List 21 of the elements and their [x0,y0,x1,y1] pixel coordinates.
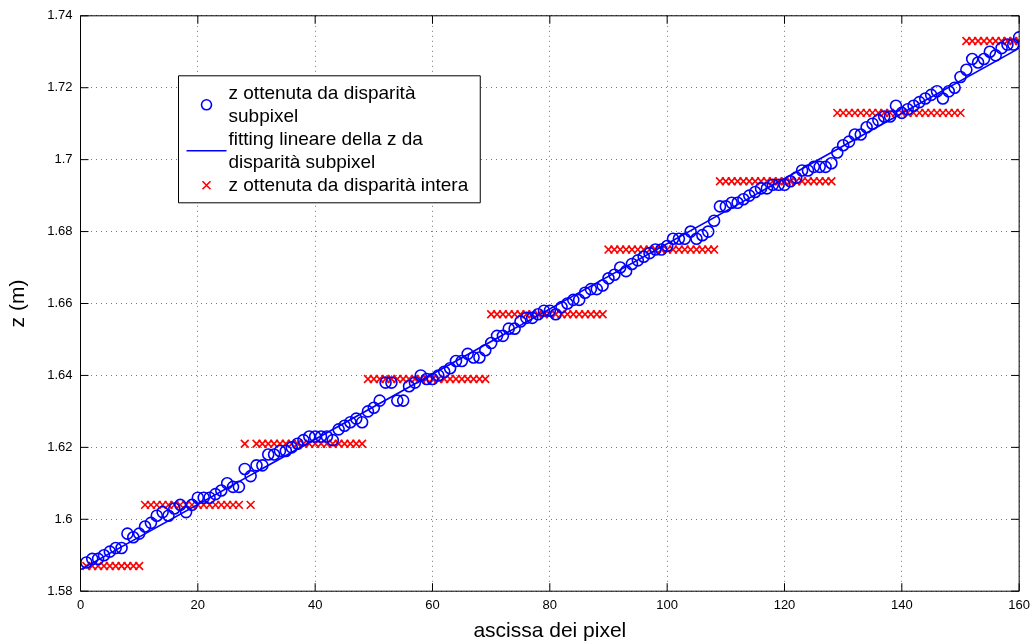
x-tick-label: 120 [773,596,796,612]
y-tick-label: 1.72 [47,79,73,95]
y-tick-label: 1.6 [54,510,73,526]
x-tick-label: 80 [542,596,558,612]
y-tick-label: 1.74 [47,7,73,23]
x-tick-label: 0 [76,596,85,612]
x-axis-title: ascissa dei pixel [473,618,627,642]
x-tick-label: 20 [190,596,206,612]
y-axis-title: z (m) [5,279,29,328]
y-tick-label: 1.62 [47,438,73,454]
legend-label: z ottenuta da disparità intera [228,173,469,195]
x-tick-label: 160 [1008,596,1031,612]
y-tick-label: 1.7 [54,151,73,167]
x-tick-label: 60 [425,596,440,612]
x-tick-label: 100 [656,596,679,612]
y-tick-label: 1.58 [47,582,73,598]
x-tick-label: 40 [307,596,323,612]
y-tick-label: 1.66 [47,295,73,311]
y-tick-label: 1.64 [47,367,73,382]
y-tick-label: 1.68 [47,223,73,239]
x-tick-label: 140 [890,596,913,612]
